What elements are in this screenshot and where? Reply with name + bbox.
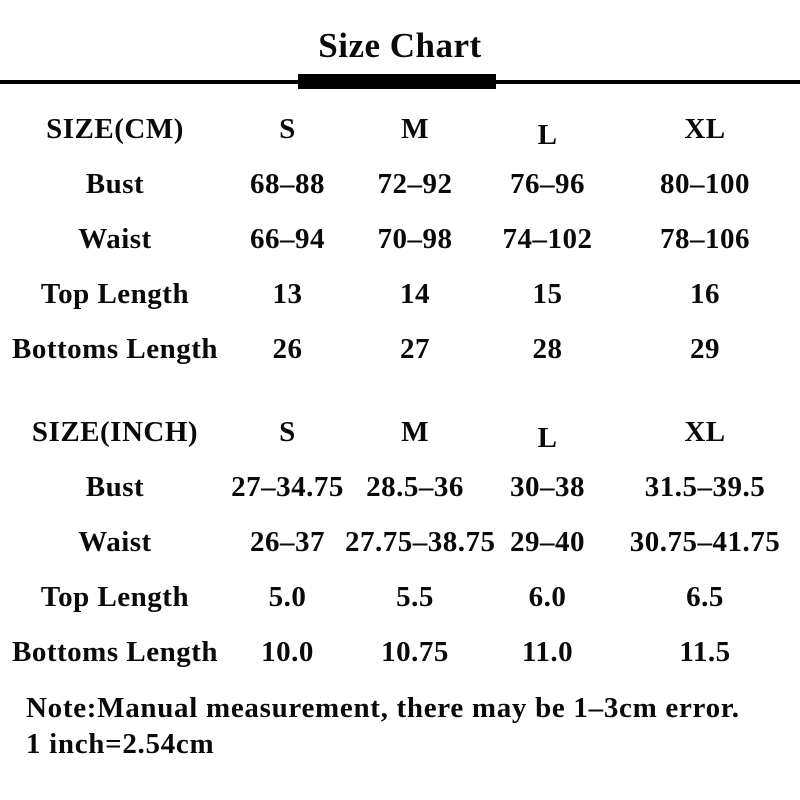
size-header-l: L xyxy=(537,422,558,454)
row-label: Top Length xyxy=(40,581,190,613)
value-cell: 26 xyxy=(272,333,303,365)
title-underline-bar xyxy=(298,74,496,89)
table-unit-label: SIZE(INCH) xyxy=(31,416,199,448)
measurement-note: Note:Manual measurement, there may be 1–… xyxy=(26,690,740,762)
table-row: Bottoms Length 10.0 10.75 11.0 11.5 xyxy=(0,625,800,680)
row-label: Waist xyxy=(78,223,152,255)
value-cell: 29–40 xyxy=(510,526,585,558)
page-title: Size Chart xyxy=(318,26,482,65)
table-header-row: SIZE(INCH) S M L XL xyxy=(0,405,800,460)
value-cell: 10.75 xyxy=(381,636,449,668)
value-cell: 26–37 xyxy=(250,526,325,558)
size-table-inch: SIZE(INCH) S M L XL Bust 27–34.75 28.5–3… xyxy=(0,405,800,680)
value-cell: 80–100 xyxy=(660,168,750,200)
size-header-l: L xyxy=(537,119,558,151)
size-header-xl: XL xyxy=(684,113,726,145)
value-cell: 11.0 xyxy=(521,636,574,668)
value-cell: 5.0 xyxy=(268,581,307,613)
table-row: Bust 27–34.75 28.5–36 30–38 31.5–39.5 xyxy=(0,460,800,515)
value-cell: 15 xyxy=(532,278,563,310)
size-header-m: M xyxy=(401,416,429,448)
note-line-1: Note:Manual measurement, there may be 1–… xyxy=(26,692,740,724)
row-label: Bottoms Length xyxy=(12,333,218,365)
row-label: Bottoms Length xyxy=(12,636,218,668)
table-row: Bust 68–88 72–92 76–96 80–100 xyxy=(0,157,800,212)
value-cell: 27–34.75 xyxy=(231,471,344,503)
table-row: Waist 66–94 70–98 74–102 78–106 xyxy=(0,212,800,267)
value-cell: 28 xyxy=(532,333,563,365)
value-cell: 11.5 xyxy=(679,636,731,668)
value-cell: 6.0 xyxy=(528,581,567,613)
value-cell: 70–98 xyxy=(377,223,453,255)
value-cell: 29 xyxy=(690,333,720,365)
row-label: Bust xyxy=(85,471,145,503)
value-cell: 6.5 xyxy=(686,581,724,613)
note-line-2: 1 inch=2.54cm xyxy=(26,728,215,760)
value-cell: 30.75–41.75 xyxy=(629,526,781,558)
title-underline xyxy=(0,74,800,89)
value-cell: 78–106 xyxy=(660,223,750,255)
row-label: Bust xyxy=(85,168,145,200)
table-unit-label: SIZE(CM) xyxy=(46,113,184,145)
value-cell: 28.5–36 xyxy=(366,471,464,503)
table-row: Top Length 13 14 15 16 xyxy=(0,267,800,322)
value-cell: 27.75–38.75 xyxy=(345,526,496,558)
value-cell: 13 xyxy=(272,278,303,310)
value-cell: 74–102 xyxy=(502,223,593,255)
value-cell: 72–92 xyxy=(377,168,453,200)
row-label: Top Length xyxy=(40,278,190,310)
row-label: Waist xyxy=(78,526,152,558)
size-header-m: M xyxy=(401,113,429,145)
value-cell: 76–96 xyxy=(510,168,585,200)
value-cell: 68–88 xyxy=(250,168,325,200)
table-row: Waist 26–37 27.75–38.75 29–40 30.75–41.7… xyxy=(0,515,800,570)
table-row: Bottoms Length 26 27 28 29 xyxy=(0,322,800,377)
size-header-s: S xyxy=(279,416,296,448)
size-header-xl: XL xyxy=(684,416,726,448)
value-cell: 30–38 xyxy=(510,471,585,503)
value-cell: 27 xyxy=(400,333,430,365)
size-header-s: S xyxy=(279,113,296,145)
value-cell: 31.5–39.5 xyxy=(644,471,766,503)
value-cell: 10.0 xyxy=(261,636,314,668)
value-cell: 66–94 xyxy=(250,223,325,255)
value-cell: 5.5 xyxy=(396,581,434,613)
table-row: Top Length 5.0 5.5 6.0 6.5 xyxy=(0,570,800,625)
value-cell: 14 xyxy=(400,278,430,310)
table-header-row: SIZE(CM) S M L XL xyxy=(0,102,800,157)
value-cell: 16 xyxy=(690,278,720,310)
size-table-cm: SIZE(CM) S M L XL Bust 68–88 72–92 76–96… xyxy=(0,102,800,377)
